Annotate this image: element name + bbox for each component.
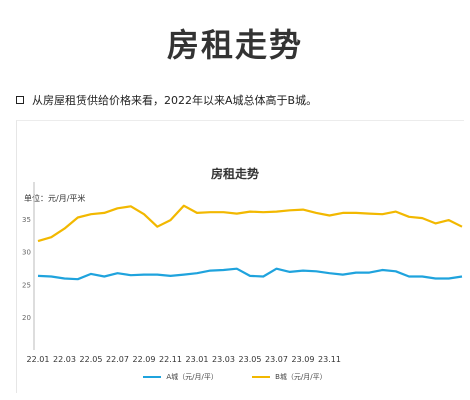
y-tick-label: 35	[22, 216, 31, 224]
legend-swatch-a	[143, 376, 162, 378]
chart-frame	[16, 120, 464, 393]
x-tick-label: 23.09	[292, 355, 315, 364]
x-tick-label: 22.09	[133, 355, 156, 364]
y-tick-label: 25	[22, 281, 31, 289]
y-tick-label: 30	[22, 249, 31, 257]
y-axis-unit-label: 单位：元/月/平米	[24, 194, 86, 203]
description-text: 从房屋租赁供给价格来看，2022年以来A城总体高于B城。	[32, 94, 318, 107]
chart-legend: A城（元/月/平） B城（元/月/平）	[0, 372, 470, 382]
legend-label-b: B城（元/月/平）	[275, 373, 327, 381]
legend-swatch-b	[252, 376, 271, 378]
x-tick-label: 23.03	[212, 355, 235, 364]
x-tick-label: 22.11	[159, 355, 182, 364]
legend-label-a: A城（元/月/平）	[166, 373, 218, 381]
x-tick-label: 23.07	[265, 355, 288, 364]
description-row: 从房屋租赁供给价格来看，2022年以来A城总体高于B城。	[16, 92, 317, 108]
y-tick-label: 20	[22, 314, 31, 322]
x-tick-label: 23.01	[186, 355, 209, 364]
x-tick-label: 22.05	[80, 355, 103, 364]
x-tick-label: 23.05	[239, 355, 262, 364]
x-tick-label: 22.01	[27, 355, 50, 364]
legend-item-b: B城（元/月/平）	[252, 372, 327, 382]
x-tick-label: 22.03	[53, 355, 76, 364]
series-line-a	[37, 267, 463, 281]
legend-item-a: A城（元/月/平）	[143, 372, 218, 382]
x-tick-label: 22.07	[106, 355, 129, 364]
page-title: 房租走势	[166, 26, 303, 64]
chart-title: 房租走势	[210, 167, 259, 181]
x-tick-label: 23.11	[318, 355, 341, 364]
series-line-b	[37, 204, 463, 243]
square-bullet-icon	[16, 96, 24, 104]
